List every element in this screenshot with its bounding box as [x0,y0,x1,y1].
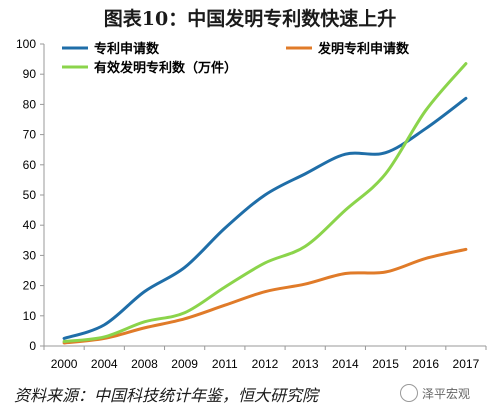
x-axis-ticks: 2000 2004 2008 2009 2011 2012 2013 2014 2015 2016… [43,346,487,371]
x-tick-label: 2008 [131,357,158,371]
data-point [465,63,467,65]
y-tick-label: 70 [23,128,37,142]
data-point [184,266,186,268]
x-tick-label: 2011 [212,357,238,371]
x-tick-label: 2013 [292,357,319,371]
data-point [224,227,226,229]
y-tick-label: 10 [23,309,37,323]
data-point [103,324,105,326]
y-tick-label: 60 [23,158,37,172]
data-point [465,97,467,99]
data-point [264,262,266,264]
data-point [425,109,427,111]
watermark: 泽平宏观 [400,384,470,402]
data-point [304,283,306,285]
series-line-2 [62,62,468,343]
y-tick-label: 30 [23,248,37,262]
x-tick-label: 2004 [91,357,118,371]
data-point [344,153,346,155]
x-tick-label: 2000 [51,357,78,371]
y-tick-label: 90 [23,67,37,81]
legend-label: 有效发明专利数（万件） [94,60,237,76]
data-point [385,152,387,154]
data-point [63,340,65,342]
series-lines [62,62,468,345]
watermark-label: 泽平宏观 [422,386,471,401]
y-tick-label: 40 [23,218,37,232]
x-tick-label: 2015 [372,357,399,371]
data-point [184,318,186,320]
data-point [385,271,387,273]
data-point [143,327,145,329]
legend-label: 发明专利申请数 [317,41,410,57]
data-point [385,173,387,175]
data-point [465,248,467,250]
data-point [425,257,427,259]
data-point [224,286,226,288]
y-tick-label: 80 [23,97,37,111]
data-point [103,336,105,338]
x-tick-label: 2014 [332,357,359,371]
data-point [425,128,427,130]
y-tick-label: 0 [29,339,36,353]
data-point [224,304,226,306]
data-point [344,273,346,275]
data-point [264,194,266,196]
data-point [304,245,306,247]
chart-title: 图表10：中国发明专利数快速上升 [103,8,397,30]
series-line-0 [62,96,468,340]
data-point [184,312,186,314]
x-tick-label: 2009 [171,357,198,371]
wechat-icon [400,384,418,402]
x-tick-label: 2012 [252,357,279,371]
source-note: 资料来源：中国科技统计年鉴，恒大研究院 [14,386,319,405]
data-point [63,337,65,339]
x-tick-label: 2016 [412,357,439,371]
data-point [143,321,145,323]
data-point [264,291,266,293]
data-point [344,209,346,211]
legend-label: 专利申请数 [94,41,160,57]
y-axis-ticks: 0 10 20 30 40 50 60 70 80 90 100 [16,37,44,353]
x-tick-label: 2017 [453,357,480,371]
y-tick-label: 100 [16,37,36,51]
y-tick-label: 50 [23,188,37,202]
y-tick-label: 20 [23,279,37,293]
data-point [143,291,145,293]
data-point [304,173,306,175]
